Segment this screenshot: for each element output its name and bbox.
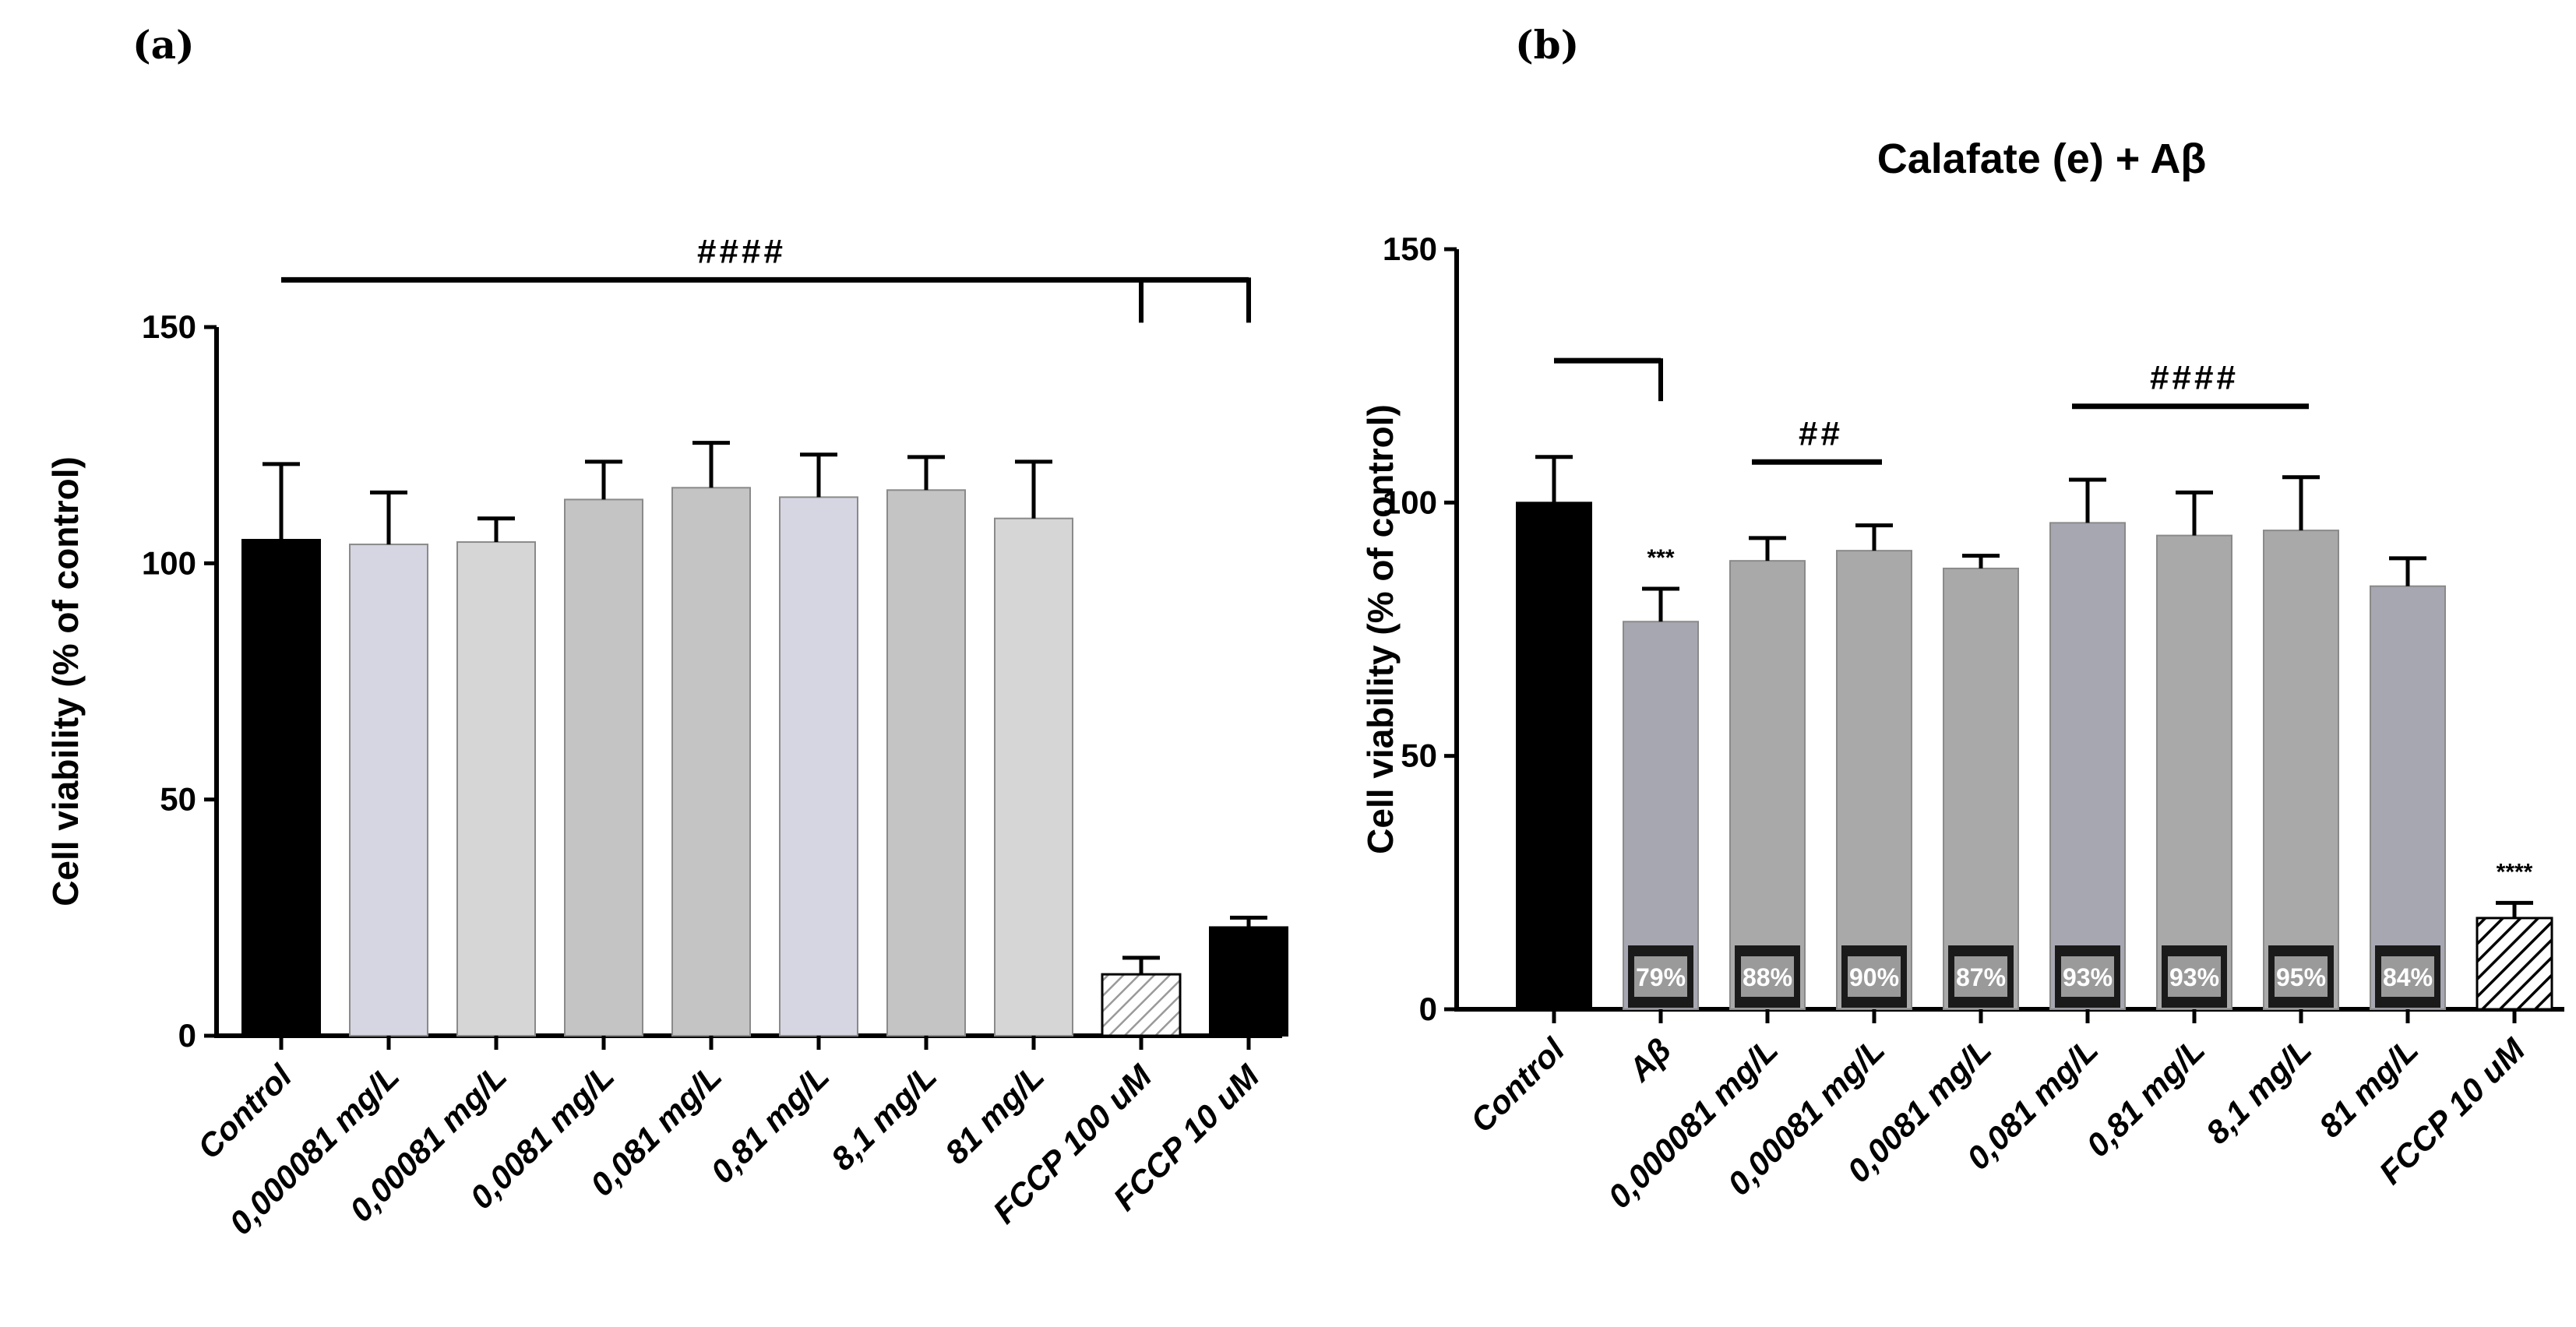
b-bar bbox=[1943, 567, 2019, 1010]
b-category-label: Control bbox=[1464, 1030, 1573, 1139]
b-bar bbox=[1516, 502, 1592, 1010]
b-chart-title: Calafate (e) + Aβ bbox=[1877, 136, 2207, 182]
b-inner-box-fill bbox=[2168, 956, 2221, 997]
b-inner-percent-label: 93% bbox=[2169, 963, 2219, 991]
a-significance-label: #### bbox=[697, 232, 786, 270]
b-y-tick-label: 100 bbox=[1383, 484, 1437, 520]
b-bar bbox=[1729, 560, 1806, 1010]
b-inner-percent-label: 93% bbox=[2063, 963, 2113, 991]
b-star-label: **** bbox=[2497, 859, 2533, 885]
a-bar bbox=[1209, 926, 1288, 1037]
a-y-tick-label: 100 bbox=[142, 544, 196, 581]
b-significance-label: #### bbox=[2150, 359, 2239, 397]
b-y-axis-label: Cell viability (% of control) bbox=[1360, 404, 1401, 854]
b-inner-box-fill bbox=[2275, 956, 2328, 997]
b-y-tick-label: 50 bbox=[1401, 737, 1437, 774]
b-star-label: *** bbox=[1647, 545, 1674, 571]
b-category-label: Aβ bbox=[1621, 1031, 1679, 1089]
a-bar bbox=[886, 489, 966, 1037]
b-y-tick-label: 150 bbox=[1383, 231, 1437, 267]
b-bar bbox=[2156, 534, 2232, 1010]
a-bar bbox=[456, 541, 536, 1037]
b-y-tick-label: 0 bbox=[1419, 991, 1437, 1027]
b-category-label: 81 mg/L bbox=[2312, 1031, 2425, 1144]
b-inner-percent-label: 84% bbox=[2383, 963, 2433, 991]
a-category-label: 81 mg/L bbox=[938, 1058, 1051, 1170]
b-bar bbox=[2370, 585, 2446, 1010]
a-bar bbox=[671, 487, 751, 1037]
panel-a-label: (a) bbox=[132, 22, 195, 68]
b-bar bbox=[2049, 522, 2126, 1010]
a-category-label: Control bbox=[191, 1057, 300, 1166]
a-y-tick-label: 150 bbox=[142, 308, 196, 345]
chart-a: Cell viability (% of control) 0 50 100 150 Co… bbox=[45, 232, 1288, 1241]
b-inner-percent-label: 95% bbox=[2276, 963, 2326, 991]
b-inner-box-fill bbox=[1741, 956, 1794, 997]
a-y-tick-label: 50 bbox=[160, 781, 196, 818]
chart-b: Calafate (e) + Aβ Cell viability (% of co… bbox=[1360, 136, 2564, 1215]
b-inner-box-fill bbox=[2381, 956, 2434, 997]
b-bar bbox=[2263, 530, 2339, 1010]
a-category-label: 0,81 mg/L bbox=[703, 1058, 836, 1190]
b-inner-box-fill bbox=[1848, 956, 1901, 997]
a-bar bbox=[779, 496, 858, 1037]
a-bar bbox=[1101, 973, 1182, 1037]
b-inner-box-fill bbox=[1954, 956, 2007, 997]
a-bar bbox=[349, 544, 428, 1037]
b-inner-percent-label: 79% bbox=[1636, 963, 1686, 991]
b-bar bbox=[2476, 917, 2553, 1011]
a-y-tick-label: 0 bbox=[178, 1017, 196, 1054]
a-category-label: 8,1 mg/L bbox=[824, 1058, 944, 1177]
b-category-label: 8,1 mg/L bbox=[2199, 1031, 2319, 1151]
b-inner-percent-label: 90% bbox=[1849, 963, 1899, 991]
a-bar bbox=[994, 517, 1073, 1037]
b-bar bbox=[1836, 550, 1912, 1010]
b-inner-box-fill bbox=[1634, 956, 1687, 997]
b-inner-percent-label: 88% bbox=[1743, 963, 1792, 991]
a-bar bbox=[241, 539, 321, 1037]
b-significance-label: ## bbox=[1799, 414, 1843, 452]
panel-b-label: (b) bbox=[1515, 22, 1579, 68]
b-inner-box-fill bbox=[2061, 956, 2114, 997]
a-bar bbox=[564, 498, 643, 1037]
b-inner-percent-label: 87% bbox=[1956, 963, 2006, 991]
a-y-axis-label: Cell viability (% of control) bbox=[45, 456, 86, 906]
